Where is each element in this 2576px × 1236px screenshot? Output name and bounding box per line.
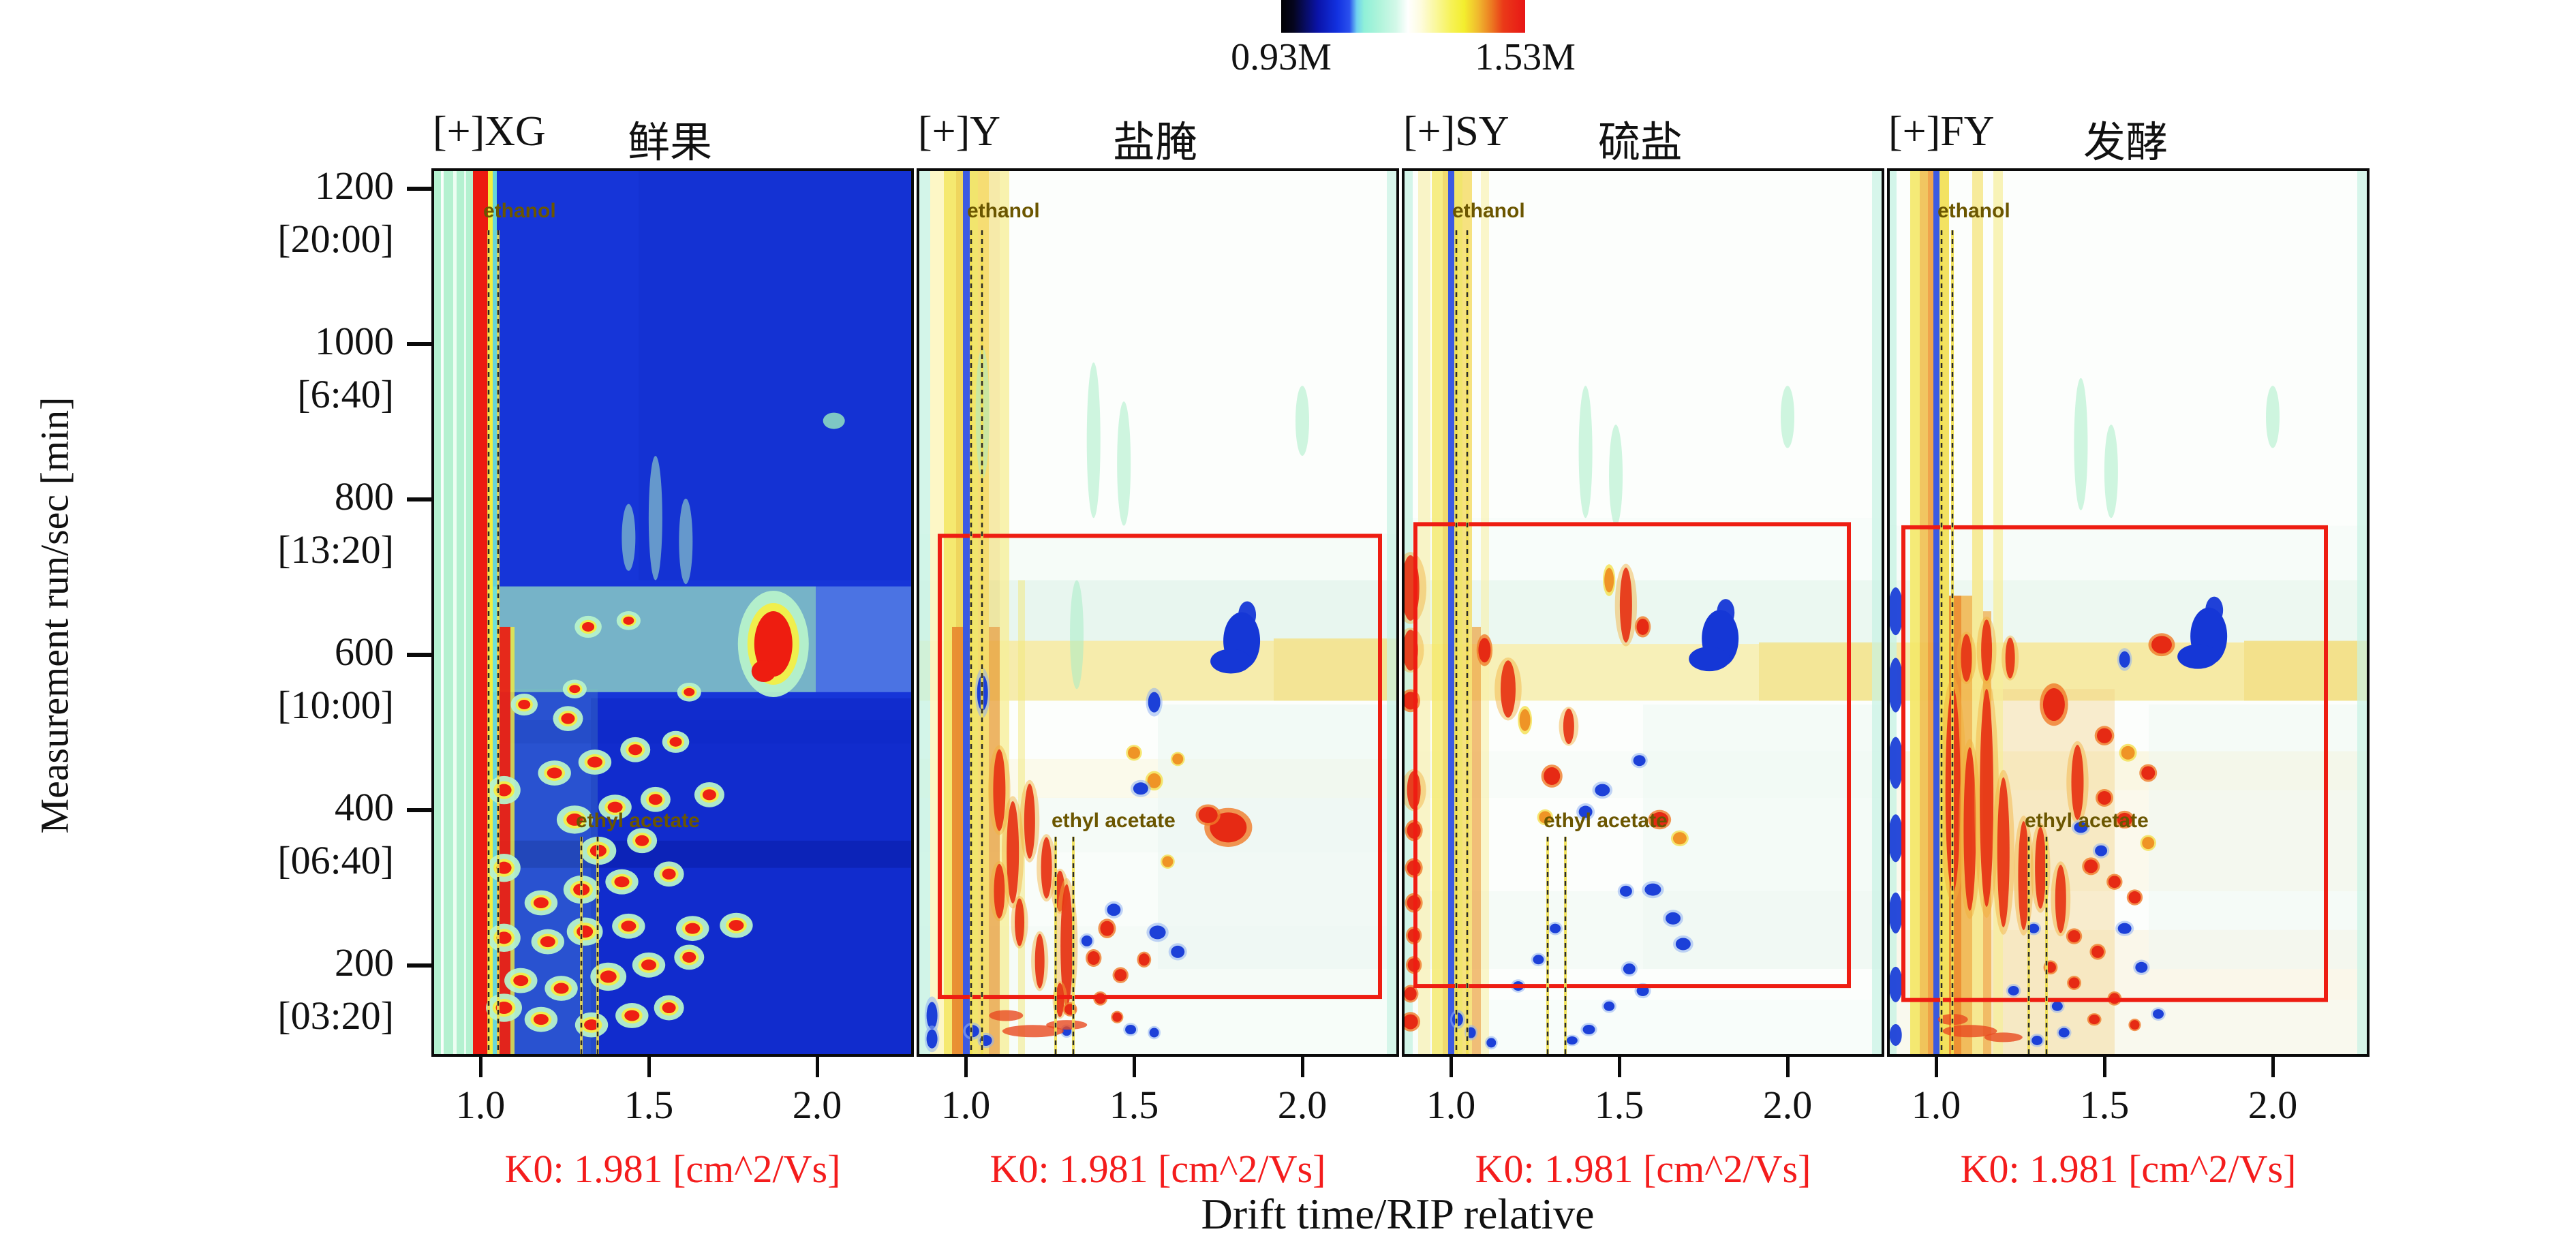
panel-code-label: [+]FY (1888, 108, 1995, 155)
x-tick-mark (816, 1057, 819, 1077)
x-tick-mark (964, 1057, 968, 1077)
panel-name-label: 硫盐 (1598, 120, 1683, 166)
y-tick-mark (407, 342, 431, 346)
heatmap-plot: ethanol ethyl acetate (1402, 168, 1884, 1057)
panel-header: [+]SY 硫盐 (1402, 102, 1884, 168)
annotation-ethanol: ethanol (1452, 200, 1525, 1054)
heatmap-layers (919, 171, 1396, 1054)
panel-name-label: 发酵 (2083, 120, 2168, 166)
x-tick-mark (1450, 1057, 1453, 1077)
y-tick-mark (407, 653, 431, 657)
x-tick-label: 1.5 (2079, 1083, 2130, 1127)
highlight-box (1413, 522, 1851, 989)
panel-code-label: [+]XG (433, 108, 546, 155)
k0-label: K0: 1.981 [cm^2/Vs] (990, 1147, 1326, 1191)
x-tick-label: 1.0 (1911, 1083, 1961, 1127)
annotation-ethanol: ethanol (483, 200, 556, 1054)
heatmap-panel-3: [+]SY 硫盐 ethanol ethyl acetate 1.0 1.5 2.0 K0: … (1402, 102, 1884, 1191)
x-tick-label: 2.0 (1762, 1083, 1813, 1127)
svg-text:ethyl acetate: ethyl acetate (576, 809, 700, 832)
y-tick-label-min: [20:00] (277, 217, 394, 261)
heatmap-layers (434, 171, 911, 1054)
panel-name-label: 盐腌 (1113, 120, 1198, 166)
colorbar-min-label: 0.93M (1231, 36, 1332, 78)
x-tick-mark (647, 1057, 651, 1077)
y-tick-mark (407, 187, 431, 191)
y-tick-label-sec: 1000 (315, 319, 394, 363)
k0-label: K0: 1.981 [cm^2/Vs] (1475, 1147, 1811, 1191)
heatmap-panel-4: [+]FY 发酵 ethanol ethyl acetate 1.0 1.5 2.0 K0: … (1887, 102, 2370, 1191)
major-blue-blob (1210, 601, 1261, 674)
panel-header: [+]Y 盐腌 (917, 102, 1399, 168)
k0-label: K0: 1.981 [cm^2/Vs] (1960, 1147, 2297, 1191)
y-tick-mark (407, 497, 431, 501)
x-tick-label: 1.5 (1594, 1083, 1644, 1127)
svg-text:ethyl acetate: ethyl acetate (1544, 809, 1668, 832)
x-tick-label: 1.0 (940, 1083, 991, 1127)
x-tick-mark (479, 1057, 482, 1077)
annotation-ethanol: ethanol (967, 200, 1040, 1054)
svg-text:ethanol: ethanol (1937, 200, 2010, 222)
x-tick-label: 2.0 (1277, 1083, 1328, 1127)
panel-header: [+]FY 发酵 (1887, 102, 2370, 168)
panel-header: [+]XG 鲜果 (431, 102, 914, 168)
x-axis-title: Drift time/RIP relative (1201, 1190, 1595, 1236)
annotation-ethyl-acetate: ethyl acetate (2025, 809, 2149, 1054)
major-red-blob (737, 591, 809, 698)
x-tick-label: 2.0 (792, 1083, 842, 1127)
svg-text:ethyl acetate: ethyl acetate (1052, 809, 1176, 832)
y-tick-mark (407, 808, 431, 812)
panel-code-label: [+]SY (1403, 108, 1509, 155)
y-tick-label-sec: 800 (335, 474, 394, 519)
annotation-ethyl-acetate: ethyl acetate (1544, 809, 1668, 1054)
k0-label: K0: 1.981 [cm^2/Vs] (504, 1147, 841, 1191)
major-blue-blob (1689, 599, 1739, 672)
svg-text:ethanol: ethanol (483, 200, 556, 222)
x-tick-mark (2103, 1057, 2106, 1077)
y-tick-label-sec: 400 (335, 785, 394, 829)
annotation-ethyl-acetate: ethyl acetate (576, 809, 700, 1054)
x-tick-label: 1.0 (1426, 1083, 1476, 1127)
annotation-ethanol: ethanol (1937, 200, 2010, 1054)
x-tick-label: 1.5 (1109, 1083, 1159, 1127)
x-tick-label: 1.0 (455, 1083, 506, 1127)
x-tick-mark (1618, 1057, 1621, 1077)
spots-layer (1890, 587, 2175, 1047)
highlight-box (1901, 525, 2328, 1002)
heatmap-plot: ethanol ethyl acetate (431, 168, 914, 1057)
y-axis-title: Measurement run/sec [min] (32, 397, 77, 834)
x-tick-mark (1133, 1057, 1136, 1077)
major-blue-blob (2177, 596, 2228, 669)
heatmap-plot: ethanol ethyl acetate (917, 168, 1399, 1057)
heatmap-panel-1: [+]XG 鲜果 ethanol ethyl acetate 1.0 1.5 2.0 K0: … (431, 102, 914, 1191)
svg-text:ethyl acetate: ethyl acetate (2025, 809, 2149, 832)
y-tick-mark (407, 963, 431, 968)
svg-text:ethanol: ethanol (1452, 200, 1525, 222)
colorbar-gradient (1281, 0, 1525, 33)
panel-code-label: [+]Y (918, 108, 1001, 155)
y-tick-label-sec: 200 (335, 940, 394, 985)
x-tick-label: 2.0 (2248, 1083, 2298, 1127)
heatmap-panel-2: [+]Y 盐腌 ethanol ethyl acetate 1.0 1.5 2.0 K0: 1… (917, 102, 1399, 1191)
y-tick-label-min: [03:20] (277, 993, 394, 1038)
panel-name-label: 鲜果 (628, 120, 713, 166)
y-tick-label-min: [10:00] (277, 683, 394, 727)
x-tick-mark (1935, 1057, 1938, 1077)
y-tick-label-sec: 1200 (315, 164, 394, 208)
colorbar-max-label: 1.53M (1475, 36, 1576, 78)
highlight-box (938, 534, 1382, 1000)
y-tick-label-sec: 600 (335, 630, 394, 674)
x-tick-mark (2271, 1057, 2275, 1077)
y-tick-label-min: [6:40] (297, 372, 394, 416)
heatmap-layers (1405, 171, 1882, 1054)
x-tick-mark (1786, 1057, 1790, 1077)
x-tick-label: 1.5 (624, 1083, 674, 1127)
y-tick-label-min: [13:20] (277, 527, 394, 572)
annotation-ethyl-acetate: ethyl acetate (1052, 809, 1176, 1054)
y-tick-label-min: [06:40] (277, 838, 394, 882)
heatmap-plot: ethanol ethyl acetate (1887, 168, 2370, 1057)
svg-text:ethanol: ethanol (967, 200, 1040, 222)
x-tick-mark (1301, 1057, 1304, 1077)
